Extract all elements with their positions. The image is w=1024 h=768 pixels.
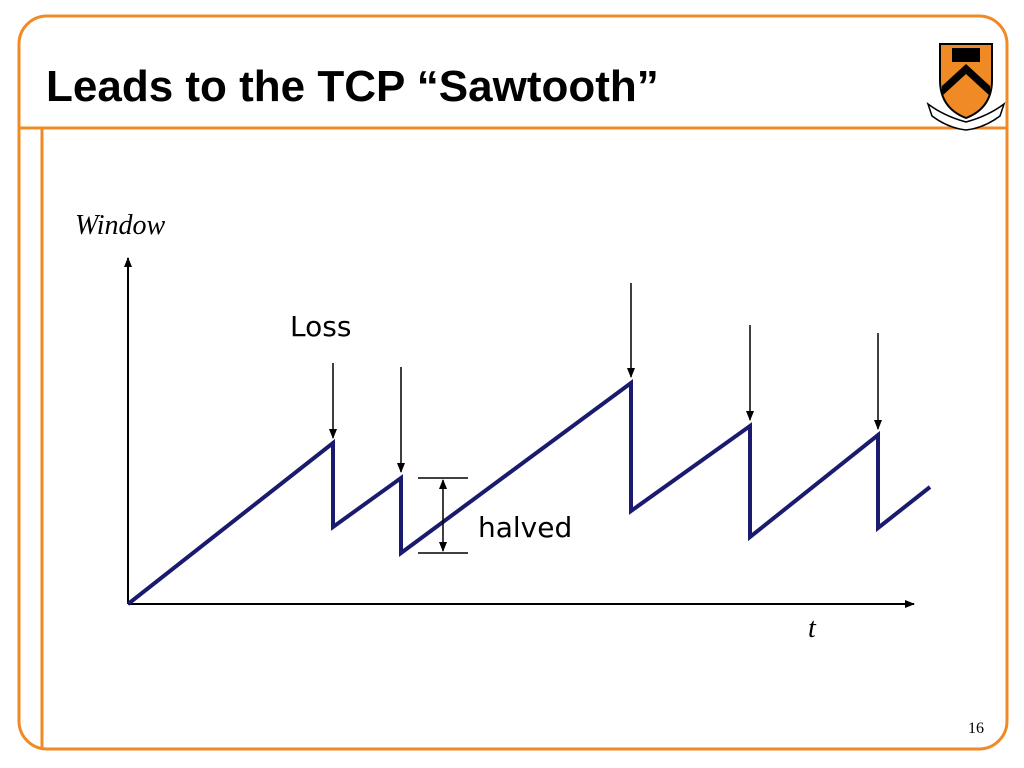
halved-label: halved	[478, 511, 572, 544]
logo	[926, 43, 1006, 131]
page-number: 16	[968, 720, 984, 737]
halved-marker	[418, 477, 468, 554]
slide-title: Leads to the TCP “Sawtooth”	[46, 62, 659, 111]
slide-frame	[17, 14, 1009, 751]
loss-arrows	[329, 283, 882, 473]
loss-label: Loss	[290, 310, 351, 343]
sawtooth-line	[126, 379, 932, 606]
x-axis-label: t	[808, 613, 817, 644]
y-axis-label: Window	[75, 210, 166, 241]
